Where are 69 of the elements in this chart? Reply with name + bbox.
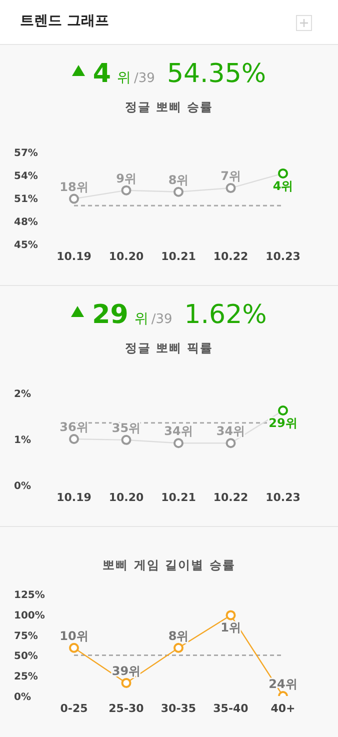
- annotation: 1위: [220, 620, 241, 635]
- text: 29: [92, 300, 128, 330]
- annotation: 34위: [216, 424, 246, 438]
- x-tick-label: 10.22: [213, 490, 248, 504]
- text: 위: [117, 70, 132, 86]
- point: [69, 642, 79, 653]
- point: [278, 405, 288, 416]
- point: [174, 642, 184, 653]
- y-tick-label: 100%: [14, 610, 45, 622]
- x-tick-label: 10.23: [266, 490, 300, 504]
- x-tick-label: 10.21: [161, 490, 196, 504]
- x-tick-label: 10.20: [108, 490, 144, 504]
- y-tick-label: 2%: [14, 389, 31, 400]
- chart-title: 정글 뽀삐 픽률: [124, 340, 214, 357]
- y-tick-label: 0%: [14, 481, 31, 492]
- point: [226, 438, 236, 448]
- annotation: 7위: [220, 169, 241, 184]
- annotation: 34위: [164, 424, 193, 438]
- x-tick-label: 30-35: [160, 702, 196, 715]
- point: [121, 434, 132, 445]
- x-tick-label: 40+: [270, 702, 296, 715]
- x-tick-label: 10.19: [56, 490, 92, 504]
- annotation: 39위: [112, 664, 141, 678]
- text: 1.62%: [184, 300, 267, 330]
- y-tick-label: 51%: [14, 194, 38, 205]
- y-tick-label: 48%: [14, 217, 38, 228]
- annotation: 35위: [112, 420, 141, 435]
- text: /39: [151, 312, 172, 327]
- y-tick-label: 0%: [14, 692, 31, 703]
- y-tick-label: 45%: [14, 240, 38, 251]
- chart-title: 뽀삐 게임 길이별 승률: [102, 557, 236, 574]
- y-tick-label: 25%: [14, 672, 38, 683]
- x-tick-label: 10.19: [56, 250, 92, 263]
- annotation: 9위: [116, 171, 136, 186]
- x-tick-label: 10.20: [108, 250, 144, 263]
- x-tick-label: 25-30: [108, 702, 144, 715]
- annotation: 29위: [268, 416, 298, 430]
- text: 위: [134, 311, 148, 327]
- y-tick-label: 57%: [14, 148, 38, 159]
- y-tick-label: 54%: [14, 171, 38, 182]
- point: [121, 185, 132, 196]
- annotation: 18위: [60, 180, 88, 194]
- point: [174, 186, 184, 197]
- annotation: 36위: [60, 420, 88, 434]
- y-tick-label: 75%: [14, 630, 38, 642]
- annotation: 10위: [60, 628, 88, 643]
- annotation: 4위: [272, 178, 294, 193]
- chart-title: 정글 뽀삐 승률: [124, 99, 214, 116]
- annotation: 8위: [168, 172, 189, 187]
- point: [69, 194, 79, 204]
- text: /39: [134, 71, 155, 86]
- point: [226, 610, 236, 620]
- x-tick-label: 10.23: [266, 250, 300, 263]
- point: [278, 168, 288, 178]
- x-tick-label: 10.22: [213, 250, 248, 263]
- y-tick-label: 1%: [14, 435, 31, 446]
- y-tick-label: 50%: [14, 651, 38, 662]
- point: [226, 183, 236, 194]
- point: [174, 438, 184, 448]
- text: 54.35%: [166, 59, 266, 89]
- annotation: 8위: [168, 628, 189, 643]
- text: 4: [92, 59, 112, 89]
- point: [69, 434, 79, 444]
- point: [121, 678, 132, 688]
- x-tick-label: 0-25: [60, 702, 88, 715]
- y-tick-label: 125%: [14, 590, 45, 601]
- x-tick-label: 10.21: [161, 250, 196, 263]
- x-tick-label: 35-40: [213, 702, 249, 715]
- text: 트렌드 그래프: [20, 12, 109, 30]
